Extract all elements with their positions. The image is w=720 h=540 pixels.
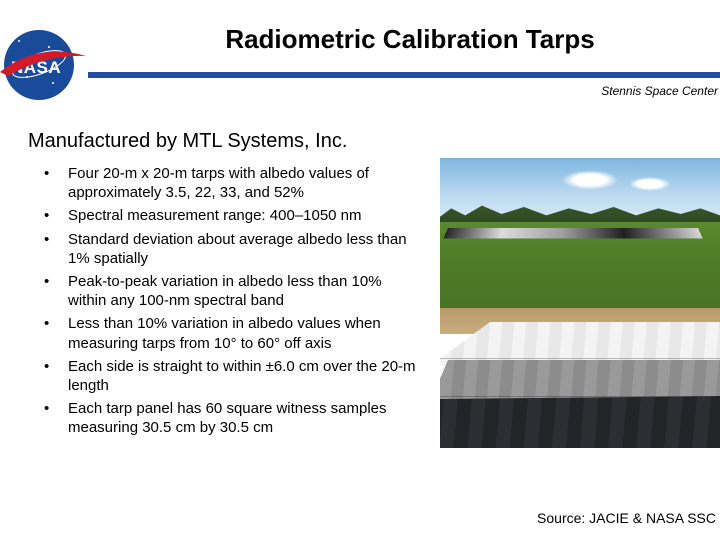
bullet-marker: • <box>42 272 68 310</box>
tarps-photo-composite <box>440 158 720 448</box>
bullet-marker: • <box>42 230 68 268</box>
subtitle: Manufactured by MTL Systems, Inc. <box>28 130 347 153</box>
bullet-text: Less than 10% variation in albedo values… <box>68 314 424 352</box>
nasa-logo: NASA <box>4 30 82 96</box>
bullet-marker: • <box>42 206 68 225</box>
slide-root: NASA Radiometric Calibration Tarps Stenn… <box>0 0 720 540</box>
bullet-marker: • <box>42 314 68 352</box>
bullet-text: Each tarp panel has 60 square witness sa… <box>68 399 424 437</box>
bullet-text: Standard deviation about average albedo … <box>68 230 424 268</box>
bullet-marker: • <box>42 357 68 395</box>
list-item: •Each side is straight to within ±6.0 cm… <box>42 357 424 395</box>
bullet-text: Spectral measurement range: 400–1050 nm <box>68 206 424 225</box>
bullet-marker: • <box>42 164 68 202</box>
title-rule <box>88 72 720 78</box>
source-credit: Source: JACIE & NASA SSC <box>537 510 716 526</box>
list-item: •Peak-to-peak variation in albedo less t… <box>42 272 424 310</box>
page-title: Radiometric Calibration Tarps <box>120 24 700 55</box>
list-item: •Four 20-m x 20-m tarps with albedo valu… <box>42 164 424 202</box>
bullet-text: Four 20-m x 20-m tarps with albedo value… <box>68 164 424 202</box>
list-item: •Less than 10% variation in albedo value… <box>42 314 424 352</box>
bullet-text: Each side is straight to within ±6.0 cm … <box>68 357 424 395</box>
list-item: •Each tarp panel has 60 square witness s… <box>42 399 424 437</box>
swoosh-icon <box>0 48 88 78</box>
center-name: Stennis Space Center <box>601 84 718 98</box>
list-item: •Standard deviation about average albedo… <box>42 230 424 268</box>
photo-tarps-closeup <box>440 308 720 448</box>
photo-field-distant <box>440 158 720 308</box>
bullet-list: •Four 20-m x 20-m tarps with albedo valu… <box>42 164 424 441</box>
list-item: •Spectral measurement range: 400–1050 nm <box>42 206 424 225</box>
bullet-marker: • <box>42 399 68 437</box>
bullet-text: Peak-to-peak variation in albedo less th… <box>68 272 424 310</box>
